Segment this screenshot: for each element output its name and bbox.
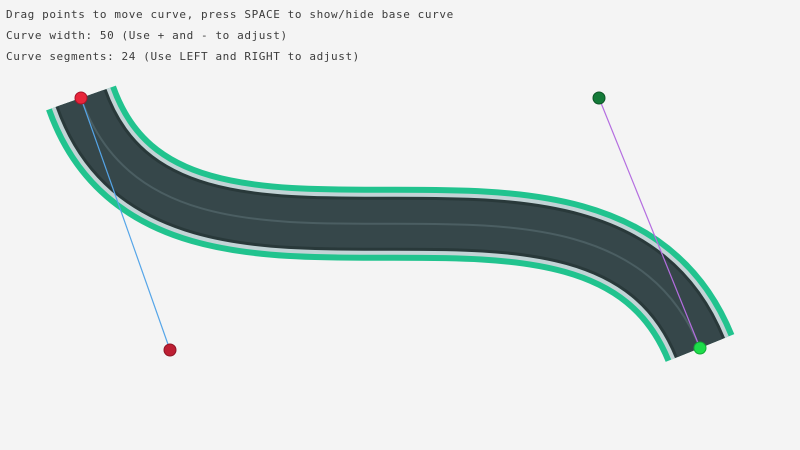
control-points-group[interactable]: [74, 91, 707, 357]
road-curve-group: [46, 84, 735, 364]
road-center-line: [80, 97, 701, 349]
start-anchor-point[interactable]: [74, 91, 88, 105]
end-anchor-point[interactable]: [693, 341, 707, 355]
control-point-1[interactable]: [163, 343, 177, 357]
handle-lines-group: [80, 97, 701, 351]
handle-line-start: [80, 97, 171, 351]
handle-line-end: [598, 97, 701, 349]
control-point-2[interactable]: [592, 91, 606, 105]
